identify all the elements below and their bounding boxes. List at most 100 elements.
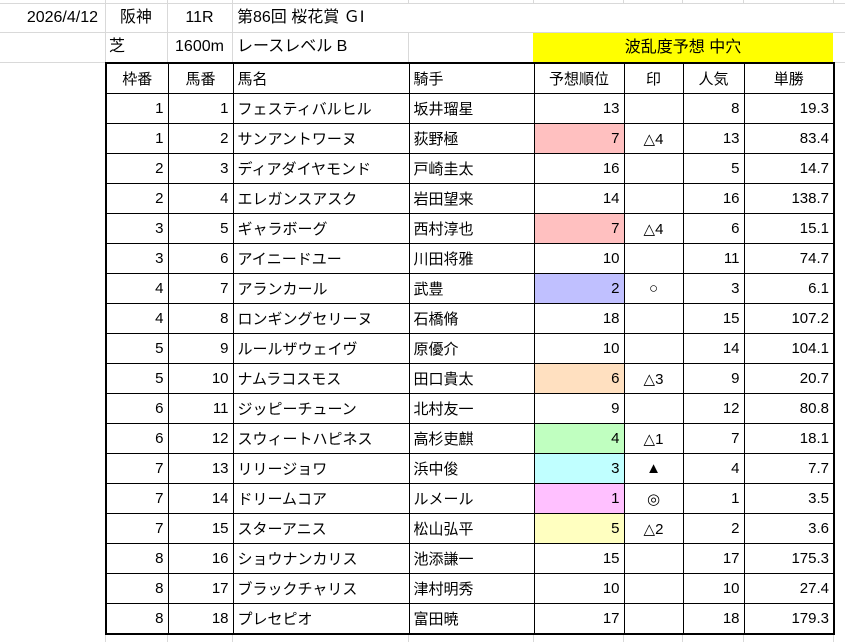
cell-mark[interactable] <box>623 333 684 364</box>
cell-horse-name[interactable]: リリージョワ <box>232 453 410 484</box>
cell-odds[interactable]: 3.5 <box>743 483 835 514</box>
cell-horse-name[interactable]: サンアントワーヌ <box>232 123 410 154</box>
cell-odds[interactable]: 175.3 <box>743 543 835 574</box>
cell-popularity[interactable]: 5 <box>682 153 745 184</box>
cell-popularity[interactable]: 16 <box>682 183 745 214</box>
cell-waku[interactable]: 4 <box>105 303 169 334</box>
cell-uma[interactable]: 2 <box>167 123 234 154</box>
cell-popularity[interactable]: 12 <box>682 393 745 424</box>
track-cell[interactable]: 阪神 <box>119 9 152 26</box>
cell-mark[interactable]: △4 <box>623 123 684 154</box>
cell-mark[interactable] <box>623 93 684 124</box>
cell-jockey[interactable]: 北村友一 <box>408 393 535 424</box>
cell-popularity[interactable]: 3 <box>682 273 745 304</box>
cell-mark[interactable] <box>623 153 684 184</box>
cell-jockey[interactable]: 田口貴太 <box>408 363 535 394</box>
cell-mark[interactable] <box>623 243 684 274</box>
cell-mark[interactable] <box>623 603 684 635</box>
cell-rank[interactable]: 3 <box>533 453 625 484</box>
cell-horse-name[interactable]: ショウナンカリス <box>232 543 410 574</box>
cell-rank[interactable]: 18 <box>533 303 625 334</box>
cell-odds[interactable]: 138.7 <box>743 183 835 214</box>
cell-odds[interactable]: 27.4 <box>743 573 835 604</box>
header-jockey[interactable]: 騎手 <box>408 62 535 94</box>
cell-horse-name[interactable]: ジッピーチューン <box>232 393 410 424</box>
cell-horse-name[interactable]: フェスティバルヒル <box>232 93 410 124</box>
cell-jockey[interactable]: 西村淳也 <box>408 213 535 244</box>
cell-jockey[interactable]: 岩田望来 <box>408 183 535 214</box>
cell-mark[interactable]: △3 <box>623 363 684 394</box>
cell-waku[interactable]: 3 <box>105 213 169 244</box>
cell-waku[interactable]: 7 <box>105 483 169 514</box>
race-title-cell[interactable]: 第86回 桜花賞 ＧⅠ <box>237 9 365 26</box>
cell-waku[interactable]: 8 <box>105 543 169 574</box>
cell-rank[interactable]: 17 <box>533 603 625 635</box>
cell-rank[interactable]: 15 <box>533 543 625 574</box>
distance-cell[interactable]: 1600m <box>175 38 224 55</box>
cell-waku[interactable]: 2 <box>105 153 169 184</box>
cell-jockey[interactable]: 池添謙一 <box>408 543 535 574</box>
cell-mark[interactable] <box>623 183 684 214</box>
cell-uma[interactable]: 15 <box>167 513 234 544</box>
cell-waku[interactable]: 6 <box>105 423 169 454</box>
cell-popularity[interactable]: 4 <box>682 453 745 484</box>
cell-jockey[interactable]: ルメール <box>408 483 535 514</box>
header-waku[interactable]: 枠番 <box>105 62 169 94</box>
cell-mark[interactable] <box>623 303 684 334</box>
cell-popularity[interactable]: 15 <box>682 303 745 334</box>
cell-rank[interactable]: 6 <box>533 363 625 394</box>
cell-uma[interactable]: 7 <box>167 273 234 304</box>
cell-jockey[interactable]: 富田暁 <box>408 603 535 635</box>
cell-popularity[interactable]: 9 <box>682 363 745 394</box>
cell-rank[interactable]: 9 <box>533 393 625 424</box>
cell-jockey[interactable]: 戸崎圭太 <box>408 153 535 184</box>
cell-popularity[interactable]: 6 <box>682 213 745 244</box>
cell-odds[interactable]: 18.1 <box>743 423 835 454</box>
cell-horse-name[interactable]: ブラックチャリス <box>232 573 410 604</box>
cell-rank[interactable]: 14 <box>533 183 625 214</box>
race-level-cell[interactable]: レースレベル B <box>237 38 348 55</box>
cell-jockey[interactable]: 松山弘平 <box>408 513 535 544</box>
cell-horse-name[interactable]: ルールザウェイヴ <box>232 333 410 364</box>
cell-popularity[interactable]: 13 <box>682 123 745 154</box>
cell-jockey[interactable]: 津村明秀 <box>408 573 535 604</box>
cell-popularity[interactable]: 17 <box>682 543 745 574</box>
cell-uma[interactable]: 12 <box>167 423 234 454</box>
cell-uma[interactable]: 14 <box>167 483 234 514</box>
header-uma[interactable]: 馬番 <box>167 62 234 94</box>
cell-waku[interactable]: 7 <box>105 453 169 484</box>
cell-odds[interactable]: 20.7 <box>743 363 835 394</box>
cell-rank[interactable]: 2 <box>533 273 625 304</box>
cell-odds[interactable]: 80.8 <box>743 393 835 424</box>
cell-waku[interactable]: 3 <box>105 243 169 274</box>
cell-waku[interactable]: 4 <box>105 273 169 304</box>
cell-rank[interactable]: 4 <box>533 423 625 454</box>
cell-popularity[interactable]: 7 <box>682 423 745 454</box>
cell-horse-name[interactable]: アランカール <box>232 273 410 304</box>
cell-uma[interactable]: 8 <box>167 303 234 334</box>
cell-popularity[interactable]: 14 <box>682 333 745 364</box>
cell-waku[interactable]: 1 <box>105 123 169 154</box>
cell-uma[interactable]: 1 <box>167 93 234 124</box>
cell-odds[interactable]: 15.1 <box>743 213 835 244</box>
cell-jockey[interactable]: 坂井瑠星 <box>408 93 535 124</box>
cell-waku[interactable]: 7 <box>105 513 169 544</box>
cell-rank[interactable]: 7 <box>533 213 625 244</box>
cell-odds[interactable]: 104.1 <box>743 333 835 364</box>
cell-horse-name[interactable]: エレガンスアスク <box>232 183 410 214</box>
cell-mark[interactable] <box>623 573 684 604</box>
cell-popularity[interactable]: 8 <box>682 93 745 124</box>
cell-waku[interactable]: 2 <box>105 183 169 214</box>
cell-horse-name[interactable]: アイニードユー <box>232 243 410 274</box>
cell-jockey[interactable]: 荻野極 <box>408 123 535 154</box>
cell-mark[interactable]: ○ <box>623 273 684 304</box>
cell-odds[interactable]: 19.3 <box>743 93 835 124</box>
header-odds[interactable]: 単勝 <box>743 62 835 94</box>
cell-mark[interactable]: ◎ <box>623 483 684 514</box>
cell-horse-name[interactable]: ディアダイヤモンド <box>232 153 410 184</box>
cell-popularity[interactable]: 2 <box>682 513 745 544</box>
cell-horse-name[interactable]: ギャラボーグ <box>232 213 410 244</box>
cell-waku[interactable]: 6 <box>105 393 169 424</box>
cell-horse-name[interactable]: スウィートハピネス <box>232 423 410 454</box>
cell-jockey[interactable]: 浜中俊 <box>408 453 535 484</box>
